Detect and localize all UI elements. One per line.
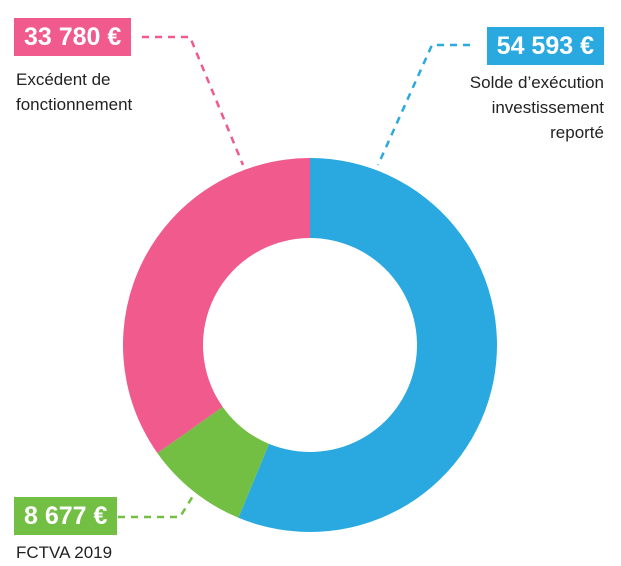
donut-slice bbox=[123, 158, 310, 454]
leader-line bbox=[118, 490, 198, 519]
category-label: Solde d’exécution investissement reporté bbox=[469, 73, 604, 142]
value-label: 8 677 € bbox=[14, 497, 118, 535]
donut-slice bbox=[157, 406, 270, 518]
donut-slice bbox=[238, 158, 498, 532]
value-label: 54 593 € bbox=[486, 27, 604, 65]
category-label: Excédent de fonctionnement bbox=[16, 70, 133, 114]
value-label: 33 780 € bbox=[14, 18, 132, 56]
leader-line bbox=[142, 35, 245, 166]
category-label: FCTVA 2019 bbox=[16, 543, 113, 562]
